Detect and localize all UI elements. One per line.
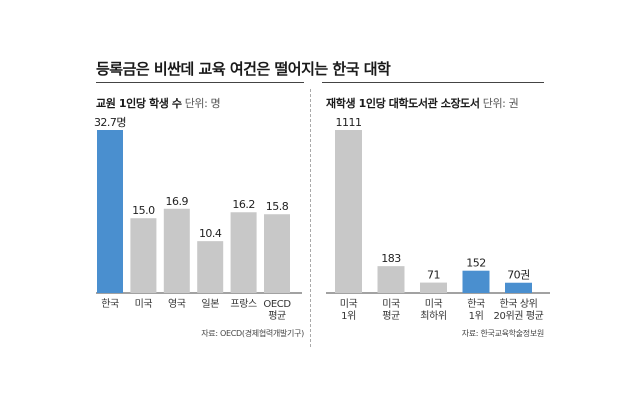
chart2-source: 자료: 한국교육학술정보원 <box>461 329 545 338</box>
chart1-value-label: 15.8 <box>266 200 289 213</box>
panel-divider <box>310 89 311 347</box>
chart1-bar <box>97 130 123 293</box>
chart1-bar <box>130 218 157 293</box>
chart1-category-label: 프랑스 <box>230 298 257 310</box>
chart2-value-label: 71 <box>427 269 440 282</box>
chart2-title-row: 재학생 1인당 대학도서관 소장도서 단위: 권 <box>326 95 519 111</box>
chart1-bar <box>264 214 290 293</box>
chart2-category-label: 한국 상위 20위권 평균 <box>494 297 544 322</box>
chart2-value-label: 152 <box>466 257 486 270</box>
chart1-bar <box>163 208 190 293</box>
chart2-bar <box>420 282 447 293</box>
chart2-top-rule <box>322 82 544 83</box>
headline: 등록금은 비싼데 교육 여건은 떨어지는 한국 대학 <box>96 60 391 78</box>
chart2-bar <box>377 266 405 293</box>
chart2-category-label: 미국 최하위 <box>420 298 446 322</box>
chart1-value-label: 32.7명 <box>94 116 126 129</box>
chart2-value-label: 183 <box>381 252 401 265</box>
chart2-title: 재학생 1인당 대학도서관 소장도서 <box>326 97 480 110</box>
chart1-bar <box>197 241 224 293</box>
chart1-value-label: 15.0 <box>132 204 155 217</box>
chart1-category-label: 영국 <box>168 298 186 310</box>
chart1-value-label: 10.4 <box>199 227 222 240</box>
chart1-category-label: 미국 <box>135 298 153 310</box>
chart1-category-label: 일본 <box>201 298 219 310</box>
chart2-value-label: 1111 <box>336 116 362 129</box>
chart1-title: 교원 1인당 학생 수 <box>96 97 182 110</box>
chart1-source: 자료: OECD(경제협력개발기구) <box>201 329 304 338</box>
chart1-value-label: 16.2 <box>232 198 255 211</box>
chart2-bar <box>505 282 532 293</box>
chart1-top-rule <box>96 82 304 83</box>
chart1-value-label: 16.9 <box>166 195 189 208</box>
chart1-category-label: OECD 평균 <box>263 299 291 322</box>
chart1-title-row: 교원 1인당 학생 수 단위: 명 <box>96 95 221 111</box>
chart2-bar <box>335 130 362 293</box>
chart1-bar <box>230 212 257 293</box>
chart2-unit: 단위: 권 <box>482 97 519 110</box>
chart2-value-label: 70권 <box>507 269 530 282</box>
chart2-category-label: 미국 평균 <box>382 298 400 322</box>
chart2-bar <box>462 270 490 293</box>
chart1-unit: 단위: 명 <box>184 97 221 110</box>
chart2-category-label: 한국 1위 <box>467 298 485 322</box>
chart2-category-label: 미국 1위 <box>340 298 358 322</box>
chart1-category-label: 한국 <box>101 298 119 310</box>
